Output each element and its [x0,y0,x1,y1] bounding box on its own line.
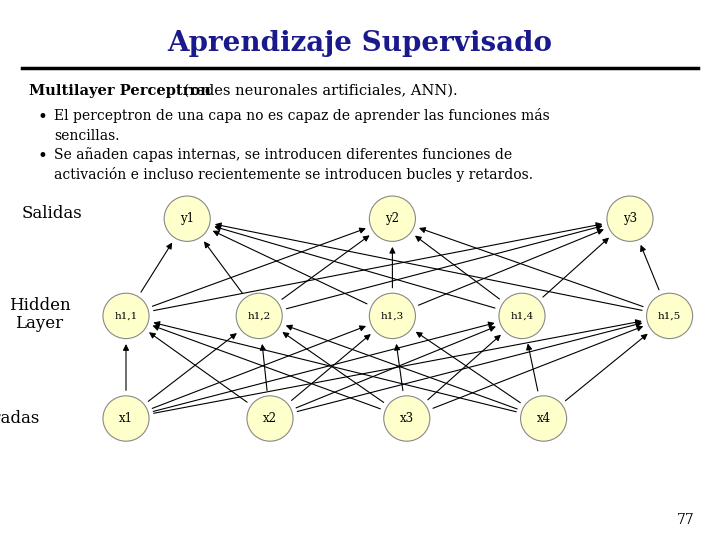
Ellipse shape [164,196,210,241]
Text: Multilayer Perceptron: Multilayer Perceptron [29,84,210,98]
Text: •: • [37,108,48,126]
Text: Aprendizaje Supervisado: Aprendizaje Supervisado [168,30,552,57]
Text: y3: y3 [623,212,637,225]
Text: h1,1: h1,1 [114,312,138,320]
Text: x3: x3 [400,412,414,425]
Text: x4: x4 [536,412,551,425]
Ellipse shape [236,293,282,339]
Text: y1: y1 [180,212,194,225]
Ellipse shape [103,293,149,339]
Text: (redes neuronales artificiales, ANN).: (redes neuronales artificiales, ANN). [179,84,457,98]
Ellipse shape [103,396,149,441]
Text: 77: 77 [677,512,695,526]
Text: Hidden: Hidden [9,296,71,314]
Text: y2: y2 [385,212,400,225]
Ellipse shape [384,396,430,441]
Ellipse shape [607,196,653,241]
Ellipse shape [499,293,545,339]
Text: Layer: Layer [16,315,63,333]
Ellipse shape [521,396,567,441]
Ellipse shape [247,396,293,441]
Text: Entradas: Entradas [0,410,40,427]
Text: Se añaden capas internas, se introducen diferentes funciones de: Se añaden capas internas, se introducen … [54,147,512,162]
Text: x2: x2 [263,412,277,425]
Text: x1: x1 [119,412,133,425]
Text: El perceptron de una capa no es capaz de aprender las funciones más: El perceptron de una capa no es capaz de… [54,108,550,123]
Text: h1,2: h1,2 [248,312,271,320]
Text: Salidas: Salidas [22,205,83,222]
Text: •: • [37,147,48,165]
Text: sencillas.: sencillas. [54,129,120,143]
Text: activación e incluso recientemente se introducen bucles y retardos.: activación e incluso recientemente se in… [54,167,533,183]
Ellipse shape [647,293,693,339]
Ellipse shape [369,293,415,339]
Text: h1,4: h1,4 [510,312,534,320]
Ellipse shape [369,196,415,241]
Text: h1,3: h1,3 [381,312,404,320]
Text: h1,5: h1,5 [658,312,681,320]
